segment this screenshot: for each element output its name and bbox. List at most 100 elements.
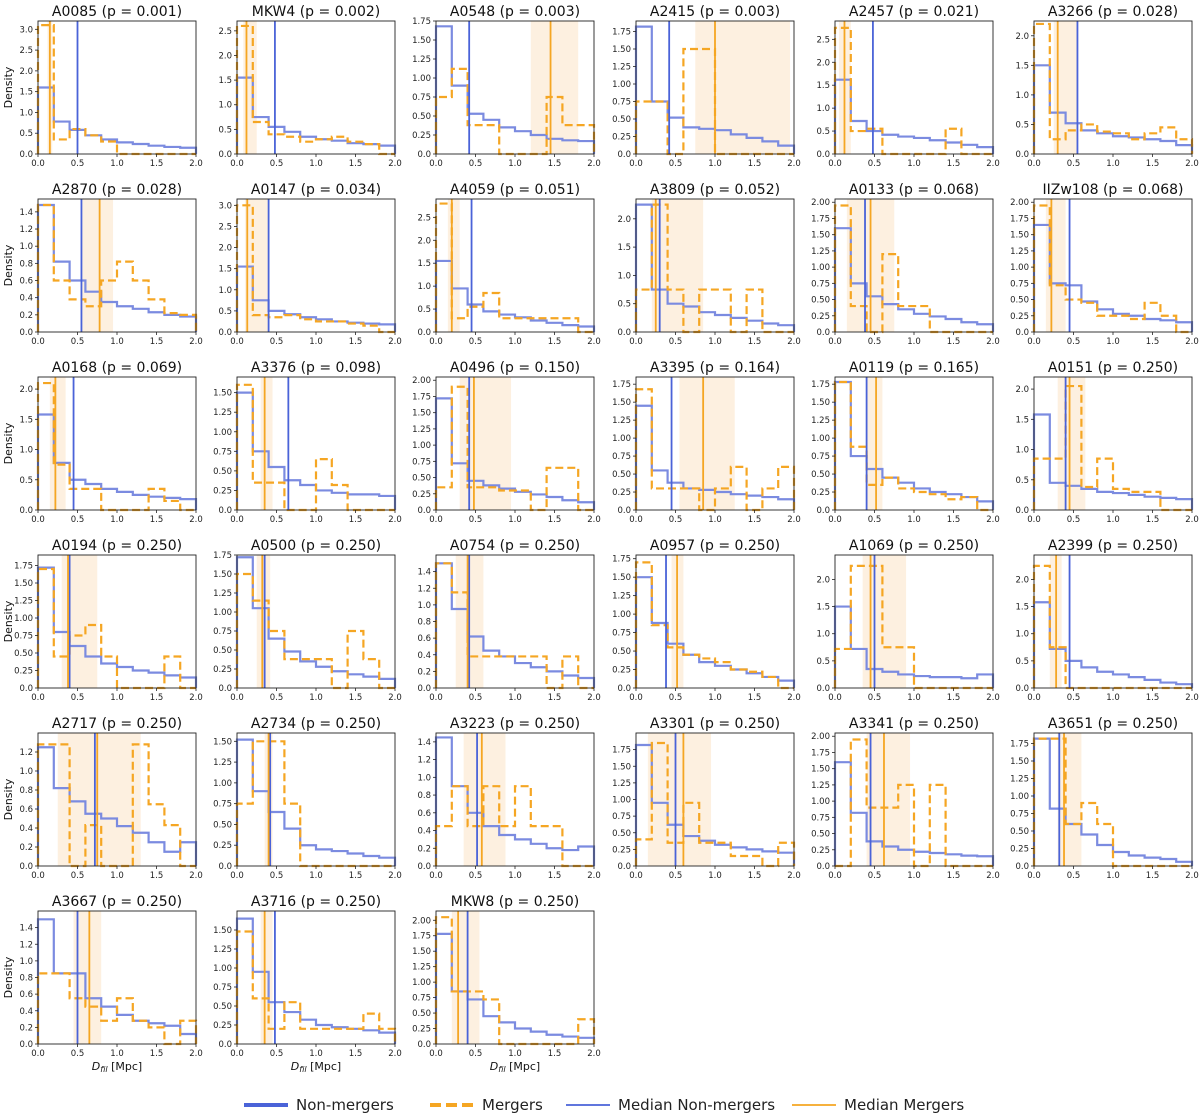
x-tick-label: 1.0	[508, 693, 522, 703]
y-tick-label: 1.75	[612, 28, 631, 38]
x-tick-label: 2.0	[986, 693, 1000, 703]
y-tick-label: 0.75	[213, 627, 232, 637]
x-tick-label: 2.0	[787, 693, 801, 703]
x-tick-label: 0.0	[230, 515, 244, 525]
y-tick-label: 0.50	[213, 646, 232, 656]
subplot-title: A2717 (p = 0.250)	[52, 716, 182, 732]
x-tick-label: 0.5	[71, 515, 85, 525]
subplot: A3395 (p = 0.164) 0.0 0.5 1.0 1.5 2.0 0.0 0.25 0…	[612, 360, 801, 525]
y-tick-label: 2.0	[617, 215, 631, 225]
subplot: A0085 (p = 0.001) 0.0 0.5 1.0 1.5 2.0 0.0 0.5 1.…	[2, 4, 203, 169]
legend-item-mergers: Mergers	[430, 1096, 543, 1114]
x-tick-label: 0.0	[31, 871, 45, 881]
y-tick-label: 2.0	[218, 51, 232, 61]
x-tick-label: 1.0	[708, 337, 722, 347]
y-tick-label: 1.2	[417, 584, 431, 594]
non-mergers-histogram	[235, 76, 397, 154]
x-tick-label: 0.0	[828, 159, 842, 169]
axes-frame	[37, 910, 197, 1045]
y-tick-label: 1.50	[213, 389, 232, 399]
subplot: IIZw108 (p = 0.068) 0.0 0.5 1.0 1.5 2.0 0.0 0.2…	[1010, 182, 1199, 347]
x-tick-label: 1.5	[349, 515, 363, 525]
subplot: A0496 (p = 0.150) 0.0 0.5 1.0 1.5 2.0 0.0 0.25 0…	[412, 360, 601, 525]
subplot-title: A3223 (p = 0.250)	[450, 716, 580, 732]
non-mergers-histogram	[634, 743, 796, 866]
y-tick-label: 0.50	[612, 115, 631, 125]
x-tick-label: 2.0	[986, 159, 1000, 169]
x-tick-label: 2.0	[388, 337, 402, 347]
y-tick-label: 1.50	[14, 579, 33, 589]
y-tick-label: 0.4	[19, 1007, 33, 1017]
x-tick-label: 0.0	[31, 693, 45, 703]
y-tick-label: 0.4	[19, 294, 33, 304]
x-tick-label: 2.0	[189, 871, 203, 881]
y-tick-label: 1.25	[213, 589, 232, 599]
x-tick-label: 2.0	[1185, 337, 1199, 347]
y-tick-label: 1.50	[1010, 231, 1029, 241]
subplot: A0548 (p = 0.003) 0.0 0.5 1.0 1.5 2.0 0.0 0.25 0…	[412, 4, 601, 169]
y-tick-label: 0.0	[617, 506, 631, 516]
non-mergers-histogram	[36, 918, 198, 1044]
y-tick-label: 1.5	[19, 415, 33, 425]
y-tick-label: 0.2	[19, 311, 33, 321]
x-tick-label: 0.5	[71, 693, 85, 703]
y-tick-label: 0.50	[1010, 827, 1029, 837]
legend-item-median-non-mergers: Median Non-mergers	[566, 1096, 775, 1114]
y-tick-label: 0.2	[19, 1023, 33, 1033]
y-tick-label: 1.25	[811, 247, 830, 257]
x-tick-label: 1.5	[349, 693, 363, 703]
mergers-histogram	[235, 740, 395, 868]
y-tick-label: 0.5	[816, 657, 830, 667]
x-tick-label: 0.5	[1067, 693, 1081, 703]
non-mergers-histogram	[434, 259, 596, 332]
x-tick-label: 1.5	[548, 515, 562, 525]
y-tick-label: 1.50	[213, 737, 232, 747]
x-tick-label: 1.0	[708, 159, 722, 169]
x-tick-label: 1.5	[748, 337, 762, 347]
y-tick-label: 1.5	[617, 243, 631, 253]
subplot-title: A2734 (p = 0.250)	[251, 716, 381, 732]
x-tick-label: 2.0	[787, 159, 801, 169]
x-tick-label: 0.0	[629, 337, 643, 347]
y-tick-label: 1.00	[612, 80, 631, 90]
subplot: A0168 (p = 0.069) 0.0 0.5 1.0 1.5 2.0 0.0 0.5 1.…	[2, 360, 203, 525]
x-tick-label: 2.0	[189, 693, 203, 703]
y-tick-label: 1.00	[612, 796, 631, 806]
x-tick-label: 1.0	[907, 159, 921, 169]
y-tick-label: 0.0	[617, 328, 631, 338]
non-mergers-histogram	[434, 562, 596, 688]
legend-item-non-mergers: Non-mergers	[244, 1096, 394, 1114]
y-tick-label: 2.5	[417, 213, 431, 223]
mergers-histogram	[235, 930, 397, 1044]
y-tick-label: 0.50	[811, 296, 830, 306]
y-tick-label: 0.0	[617, 150, 631, 160]
y-tick-label: 0.6	[19, 805, 33, 815]
subplot-title: A0151 (p = 0.250)	[1048, 360, 1178, 376]
subplot-title: A2415 (p = 0.003)	[650, 4, 780, 20]
y-tick-label: 1.0	[19, 446, 33, 456]
y-tick-label: 0.2	[417, 844, 431, 854]
x-tick-label: 1.0	[508, 159, 522, 169]
y-tick-label: 2.0	[816, 575, 830, 585]
subplot: A4059 (p = 0.051) 0.0 0.5 1.0 1.5 2.0 0.0 0.5 1.…	[417, 182, 600, 347]
x-tick-label: 0.5	[270, 515, 284, 525]
subplot: A0147 (p = 0.034) 0.0 0.5 1.0 1.5 2.0 0.0 0.5 1.…	[218, 182, 401, 347]
y-tick-label: 1.75	[811, 380, 830, 390]
y-tick-label: 0.25	[213, 665, 232, 675]
non-mergers-histogram	[235, 738, 397, 866]
y-tick-label: 1.2	[417, 756, 431, 766]
y-tick-label: 0.8	[19, 259, 33, 269]
non-mergers-histogram	[1032, 737, 1194, 866]
y-tick-label: 1.75	[612, 746, 631, 756]
subplot-title: A0085 (p = 0.001)	[52, 4, 182, 20]
y-tick-label: 0.4	[19, 824, 33, 834]
x-tick-label: 1.5	[748, 693, 762, 703]
y-tick-label: 2.00	[1010, 198, 1029, 208]
y-tick-label: 0.8	[417, 791, 431, 801]
subplot: A0500 (p = 0.250) 0.0 0.5 1.0 1.5 2.0 0.0 0.25 0…	[213, 538, 402, 703]
subplot-title: A3716 (p = 0.250)	[251, 894, 381, 910]
y-tick-label: 0.0	[1015, 328, 1029, 338]
x-tick-label: 0.5	[868, 515, 882, 525]
x-tick-label: 0.5	[71, 337, 85, 347]
y-tick-label: 2.0	[1015, 575, 1029, 585]
